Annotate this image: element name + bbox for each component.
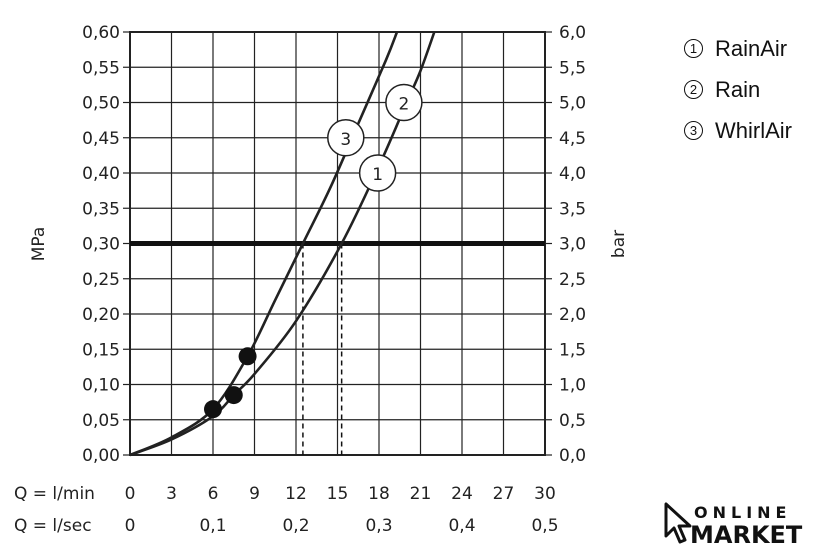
lps-tick-label: 0,4 bbox=[448, 516, 475, 536]
reference-lines bbox=[130, 241, 545, 455]
right-tick-label: 2,0 bbox=[559, 305, 586, 325]
lpm-tick-label: 24 bbox=[451, 484, 473, 504]
left-tick-label: 0,10 bbox=[82, 376, 120, 396]
left-tick-label: 0,45 bbox=[82, 129, 120, 149]
right-axis-title: bar bbox=[609, 230, 629, 258]
legend-marker: 1 bbox=[684, 39, 703, 58]
left-tick-label: 0,30 bbox=[82, 235, 120, 255]
left-tick-label: 0,20 bbox=[82, 305, 120, 325]
legend-label: WhirlAir bbox=[715, 117, 792, 143]
left-tick-label: 0,35 bbox=[82, 199, 120, 219]
lpm-tick-label: 12 bbox=[285, 484, 307, 504]
tick-labels: 0,00 0,00,05 0,50,10 1,00,15 1,50,20 2,00,25 2… bbox=[82, 23, 586, 536]
left-tick-label: 0,15 bbox=[82, 340, 120, 360]
legend: 1 RainAir 2 Rain 3 WhirlAir bbox=[684, 28, 792, 151]
lpm-tick-label: 27 bbox=[493, 484, 515, 504]
left-axis-title: MPa bbox=[29, 227, 49, 262]
legend-label: Rain bbox=[715, 76, 761, 102]
data-point bbox=[238, 347, 257, 366]
online-market-logo: ONLINE MARKET bbox=[664, 502, 803, 548]
lpm-tick-label: 15 bbox=[327, 484, 349, 504]
cursor-icon bbox=[664, 502, 692, 544]
legend-marker: 2 bbox=[684, 80, 703, 99]
lpm-tick-label: 18 bbox=[368, 484, 390, 504]
legend-label: RainAir bbox=[715, 35, 788, 61]
legend-marker: 3 bbox=[684, 121, 703, 140]
right-tick-label: 0,0 bbox=[559, 446, 586, 466]
curve-marker-1: 1 bbox=[372, 165, 383, 185]
lpm-tick-label: 21 bbox=[410, 484, 432, 504]
lpm-tick-label: 30 bbox=[534, 484, 556, 504]
curve-marker-circle bbox=[358, 154, 397, 192]
curve-3 bbox=[129, 31, 399, 457]
legend-item-rainair: 1 RainAir bbox=[684, 28, 792, 69]
lpm-axis-label: Q = l/min bbox=[14, 484, 95, 504]
lps-axis-label: Q = l/sec bbox=[14, 516, 92, 536]
right-tick-label: 4,5 bbox=[559, 129, 586, 149]
right-tick-label: 3,0 bbox=[559, 235, 586, 255]
logo-line-2: MARKET bbox=[690, 521, 803, 548]
left-tick-label: 0,60 bbox=[82, 23, 120, 43]
right-tick-label: 2,5 bbox=[559, 270, 586, 290]
left-tick-label: 0,40 bbox=[82, 164, 120, 184]
right-tick-label: 3,5 bbox=[559, 199, 586, 219]
curve-markers: 1 2 3 bbox=[327, 83, 423, 192]
lps-tick-label: 0,3 bbox=[365, 516, 392, 536]
left-tick-label: 0,05 bbox=[82, 411, 120, 431]
left-tick-label: 0,00 bbox=[82, 446, 120, 466]
curve-marker-circle bbox=[385, 83, 423, 122]
curve-marker-2: 2 bbox=[398, 95, 409, 115]
left-tick-label: 0,50 bbox=[82, 94, 120, 114]
curve-marker-circle bbox=[327, 119, 365, 157]
right-tick-label: 6,0 bbox=[559, 23, 586, 43]
lps-tick-label: 0 bbox=[125, 516, 136, 536]
lpm-tick-label: 9 bbox=[249, 484, 260, 504]
logo-line-1: ONLINE bbox=[694, 503, 791, 522]
right-tick-label: 0,5 bbox=[559, 411, 586, 431]
lpm-tick-label: 6 bbox=[208, 484, 219, 504]
right-tick-label: 4,0 bbox=[559, 164, 586, 184]
data-point bbox=[204, 400, 222, 419]
lps-tick-label: 0,5 bbox=[531, 516, 558, 536]
right-tick-label: 1,5 bbox=[559, 340, 586, 360]
data-point bbox=[224, 386, 243, 405]
data-points bbox=[204, 347, 257, 419]
right-tick-label: 1,0 bbox=[559, 376, 586, 396]
lpm-tick-label: 3 bbox=[166, 484, 177, 504]
lpm-tick-label: 0 bbox=[125, 484, 136, 504]
legend-item-rain: 2 Rain bbox=[684, 69, 792, 110]
left-tick-label: 0,25 bbox=[82, 270, 120, 290]
curve-marker-3: 3 bbox=[340, 130, 351, 150]
right-tick-label: 5,5 bbox=[559, 58, 586, 78]
lps-tick-label: 0,2 bbox=[282, 516, 309, 536]
right-tick-label: 5,0 bbox=[559, 94, 586, 114]
lps-tick-label: 0,1 bbox=[199, 516, 226, 536]
left-tick-label: 0,55 bbox=[82, 58, 120, 78]
legend-item-whirlair: 3 WhirlAir bbox=[684, 110, 792, 151]
